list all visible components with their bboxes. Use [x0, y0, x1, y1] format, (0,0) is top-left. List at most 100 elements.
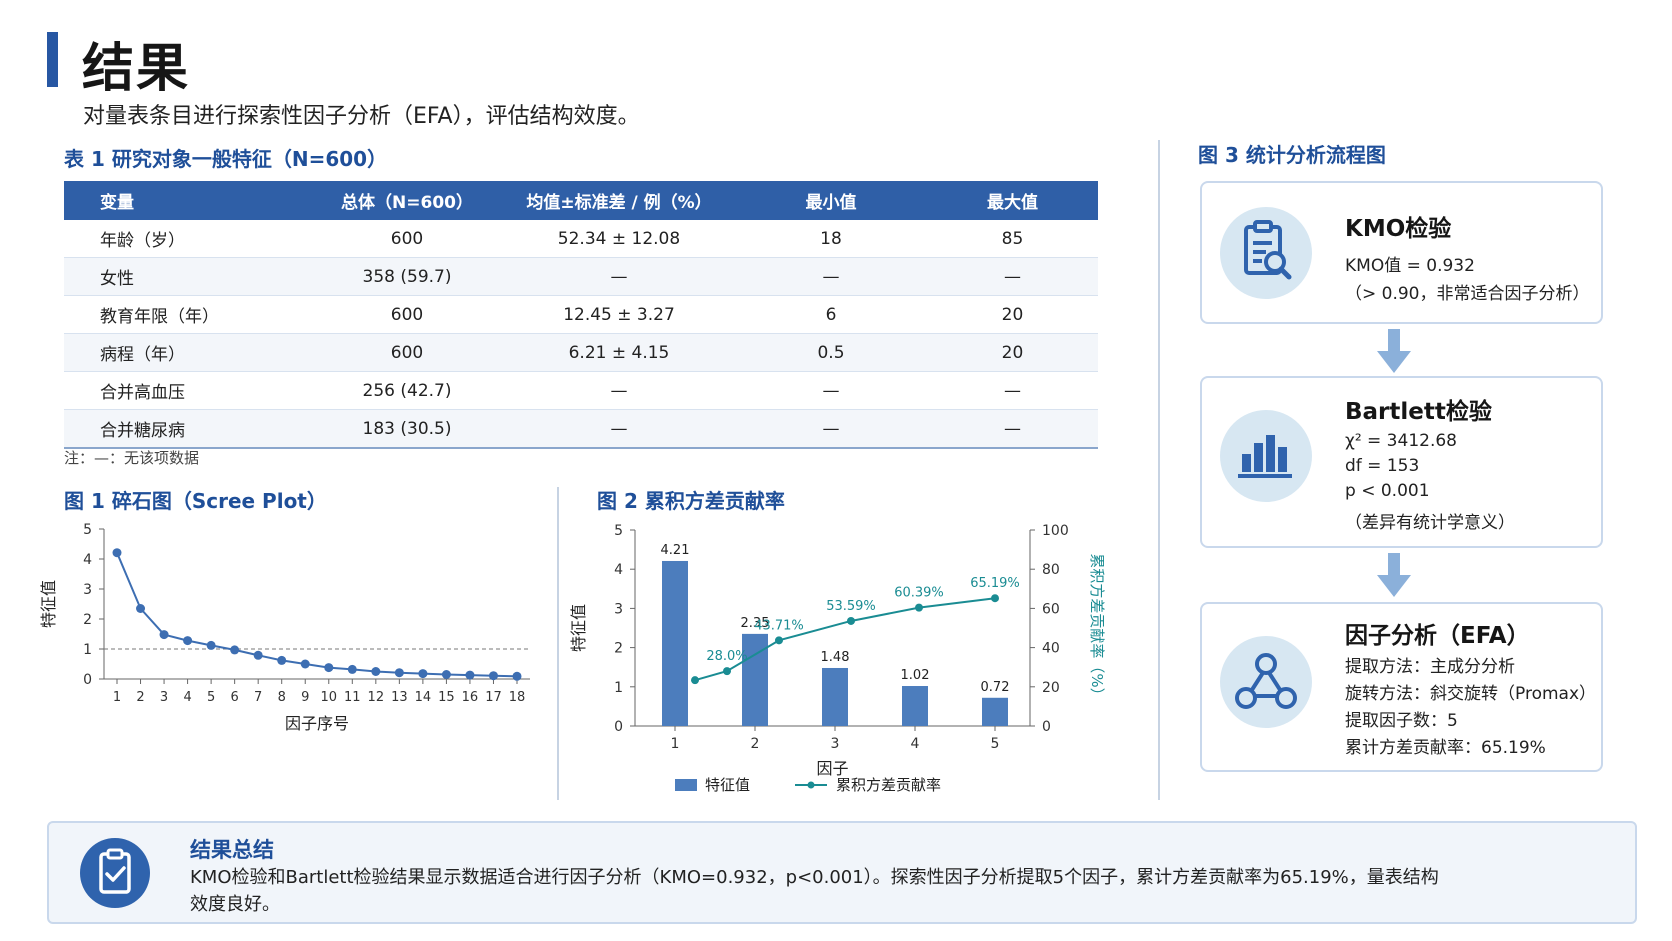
cumulative-point — [723, 667, 731, 676]
characteristics-table: 变量 总体（N=600） 均值±标准差 / 例（%） 最小值 最大值 年龄（岁）… — [64, 181, 1098, 449]
cumulative-point — [775, 636, 783, 645]
flow-step-kmo: KMO检验 KMO值 = 0.932 （> 0.90，非常适合因子分析） — [1200, 181, 1603, 324]
cumulative-point — [691, 676, 699, 685]
bar-chart-icon — [1220, 410, 1312, 502]
cell-min: 6 — [735, 295, 927, 334]
table-row: 合并高血压 256 (42.7) — — — — [64, 371, 1098, 410]
flow-step-line: 提取因子数：5 — [1345, 711, 1458, 731]
x-tick-label: 1 — [113, 690, 121, 705]
eigenvalue-point — [230, 645, 240, 655]
y-tick-label: 5 — [83, 522, 92, 538]
cumulative-point — [991, 594, 999, 603]
cell-total: 600 — [311, 333, 503, 372]
eigenvalue-point — [159, 630, 169, 640]
header-total: 总体（N=600） — [311, 181, 503, 220]
cell-max: 85 — [927, 220, 1098, 258]
x-tick-label: 5 — [991, 736, 1000, 752]
cell-total: 358 (59.7) — [311, 257, 503, 296]
cell-mean-sd: — — [503, 371, 735, 410]
cell-variable: 教育年限（年） — [64, 295, 311, 334]
y-tick-label: 0 — [614, 719, 623, 735]
eigenvalue-point — [512, 671, 522, 681]
eigenvalue-point — [136, 604, 146, 613]
x-tick-label: 6 — [231, 690, 239, 705]
cell-total: 183 (30.5) — [311, 409, 503, 449]
cell-variable: 合并糖尿病 — [64, 409, 311, 449]
cell-variable: 年龄（岁） — [64, 220, 311, 258]
x-tick-label: 14 — [415, 690, 432, 705]
flow-step-efa: 因子分析（EFA） 提取方法：主成分分析 旋转方法：斜交旋转（Promax） 提… — [1200, 602, 1603, 772]
x-tick-label: 4 — [911, 736, 920, 752]
eigenvalue-bar — [662, 560, 688, 726]
y-tick-label: 2 — [83, 612, 92, 628]
y-tick-label: 0 — [83, 672, 92, 688]
header-mean-sd: 均值±标准差 / 例（%） — [503, 181, 735, 220]
cell-mean-sd: 52.34 ± 12.08 — [503, 220, 735, 258]
flow-step-title: KMO检验 — [1345, 216, 1452, 242]
legend-label-bar: 特征值 — [705, 776, 750, 794]
eigenvalue-line — [116, 552, 518, 678]
eigenvalue-point — [441, 670, 451, 679]
y-axis-label: 特征值 — [40, 580, 58, 628]
eigenvalue-point — [206, 640, 216, 650]
y-tick-label: 3 — [614, 601, 623, 617]
x-tick-label: 10 — [320, 690, 337, 705]
cell-variable: 病程（年） — [64, 333, 311, 372]
legend-label-line: 累积方差贡献率 — [836, 776, 941, 794]
cell-min: — — [735, 409, 927, 449]
flow-title: 图 3 统计分析流程图 — [1198, 143, 1386, 167]
eigenvalue-point — [488, 671, 498, 681]
y-tick-label: 5 — [614, 523, 623, 539]
eigenvalue-bar — [982, 697, 1008, 726]
x-tick-label: 4 — [183, 690, 191, 705]
y2-tick-label: 60 — [1042, 601, 1060, 617]
y2-tick-label: 100 — [1042, 523, 1069, 539]
cell-max: 20 — [927, 295, 1098, 334]
title-accent-bar — [47, 32, 58, 87]
y2-tick-label: 0 — [1042, 719, 1051, 735]
eigenvalue-bar — [822, 667, 848, 726]
x-tick-label: 16 — [462, 690, 479, 705]
cell-max: — — [927, 409, 1098, 449]
cell-mean-sd: — — [503, 257, 735, 296]
bar-value-label: 0.72 — [981, 680, 1010, 695]
cumulative-point — [915, 603, 923, 612]
bar-value-label: 2.35 — [741, 616, 770, 631]
eigenvalue-point — [112, 548, 122, 558]
cell-total: 600 — [311, 220, 503, 258]
y-axis-label: 特征值 — [570, 604, 588, 652]
cell-max: 20 — [927, 333, 1098, 372]
y2-tick-label: 20 — [1042, 680, 1060, 696]
summary-text: KMO检验和Bartlett检验结果显示数据适合进行因子分析（KMO=0.932… — [190, 867, 1439, 915]
y-tick-label: 2 — [614, 641, 623, 657]
summary-panel — [47, 821, 1637, 924]
table-note: 注：—：无该项数据 — [64, 449, 200, 467]
cell-max: — — [927, 257, 1098, 296]
x-tick-label: 13 — [391, 690, 408, 705]
page-subtitle: 对量表条目进行探索性因子分析（EFA），评估结构效度。 — [83, 104, 640, 129]
table-row: 女性 358 (59.7) — — — — [64, 257, 1098, 296]
cell-min: — — [735, 257, 927, 296]
bar-value-label: 1.02 — [901, 668, 930, 683]
cumulative-label: 53.59% — [826, 599, 876, 614]
cumulative-label: 60.39% — [894, 586, 944, 601]
x-tick-label: 3 — [831, 736, 840, 752]
variance-chart: 0 1 2 3 4 5 0 20 40 60 80 100 1 2 3 4 5 4.21 2.35 1.48 1.02 0… — [570, 523, 1106, 794]
cell-mean-sd: 6.21 ± 4.15 — [503, 333, 735, 372]
eigenvalue-point — [324, 663, 334, 673]
eigenvalue-point — [300, 659, 310, 669]
x-tick-label: 5 — [207, 690, 215, 705]
bar-value-label: 1.48 — [821, 650, 850, 665]
table1-title: 表 1 研究对象一般特征（N=600） — [64, 147, 388, 171]
x-tick-label: 2 — [136, 690, 144, 705]
eigenvalue-point — [465, 670, 475, 680]
eigenvalue-bar — [742, 633, 768, 726]
x-tick-label: 3 — [160, 690, 168, 705]
table-row: 病程（年） 600 6.21 ± 4.15 0.5 20 — [64, 333, 1098, 372]
eigenvalue-point — [418, 669, 428, 679]
flow-step-bartlett: Bartlett检验 χ² = 3412.68 df = 153 p < 0.0… — [1200, 376, 1603, 548]
x-tick-label: 8 — [278, 690, 286, 705]
eigenvalue-point — [371, 667, 381, 676]
bar-value-label: 4.21 — [661, 543, 690, 558]
cell-mean-sd: 12.45 ± 3.27 — [503, 295, 735, 334]
